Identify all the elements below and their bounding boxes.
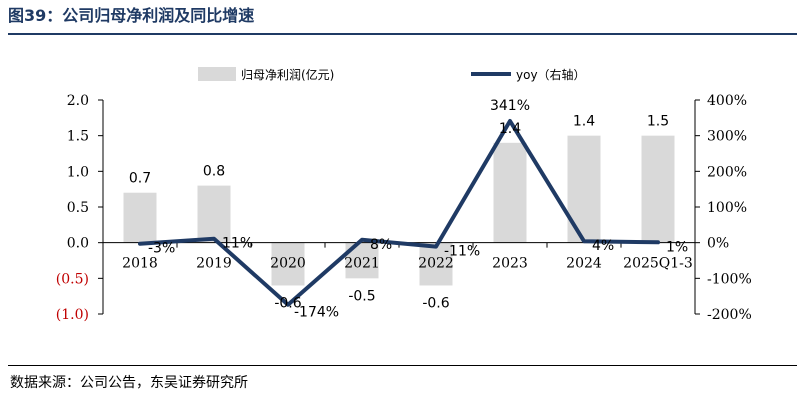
category-label-2023: 2023 (492, 256, 528, 272)
net-profit-chart: 归母净利润(亿元) yoy（右轴） 2.0 1.5 1.0 0.5 0.0 (0.5) (1.0… (56, 67, 752, 323)
bar-data-label-2019: 0.8 (203, 164, 225, 180)
yoy-data-label-2021: 8% (370, 237, 392, 253)
yoy-data-label-2024: 4% (592, 238, 614, 254)
category-label-2021: 2021 (344, 256, 380, 272)
yoy-data-label-2018: -3% (148, 241, 175, 257)
bar-2024 (567, 135, 601, 243)
source-rule (8, 365, 797, 366)
bar-2018 (123, 192, 157, 243)
category-label-2020: 2020 (270, 256, 306, 272)
bar-data-label-2022: -0.6 (422, 295, 449, 311)
right-axis-tick-label: -200% (707, 307, 752, 323)
bar-2020 (271, 242, 305, 286)
legend-bar-label: 归母净利润(亿元) (241, 67, 334, 82)
bar-2022 (419, 242, 453, 286)
figure-title: 图39：公司归母净利润及同比增速 (8, 6, 255, 25)
yoy-line (138, 119, 660, 307)
yoy-data-label-2025Q1-3: 1% (666, 239, 688, 255)
right-axis-tick-label: 400% (707, 93, 747, 109)
category-label-2019: 2019 (196, 256, 232, 272)
legend-bar-swatch (198, 67, 236, 81)
left-axis-tick-label: 1.0 (67, 164, 89, 180)
right-axis-tick-label: -100% (707, 271, 752, 287)
bar-data-label-2025Q1-3: 1.5 (647, 114, 669, 130)
source-note: 数据来源：公司公告，东吴证券研究所 (10, 375, 248, 391)
category-label-2025Q1-3: 2025Q1-3 (623, 256, 693, 272)
left-axis-tick-label: 1.5 (67, 129, 89, 145)
bar-data-label-2020: -0.6 (274, 295, 301, 311)
left-axis-tick-label: (1.0) (56, 307, 89, 323)
bar-2019 (197, 185, 231, 243)
legend-line-label: yoy（右轴） (516, 67, 586, 82)
yoy-data-label-2019: 11% (222, 236, 253, 252)
bar-data-label-2023: 1.4 (499, 121, 521, 137)
left-axis-tick-label: 0.5 (67, 200, 89, 216)
bar-data-label-2018: 0.7 (129, 171, 151, 187)
yoy-data-label-2020: -174% (294, 305, 339, 321)
right-axis-tick-label: 100% (707, 200, 747, 216)
bar-data-label-2021: -0.5 (348, 288, 375, 304)
yoy-data-label-2022: -11% (444, 244, 480, 260)
category-label-2022: 2022 (418, 256, 454, 272)
category-label-2018: 2018 (122, 256, 158, 272)
left-axis-tick-label: (0.5) (56, 271, 89, 287)
bar-data-label-2024: 1.4 (573, 114, 595, 130)
right-axis-tick-label: 0% (707, 236, 729, 252)
left-axis-tick-label: 2.0 (67, 93, 89, 109)
right-axis-tick-label: 200% (707, 164, 747, 180)
left-axis-tick-label: 0.0 (67, 236, 89, 252)
title-rule (8, 33, 797, 35)
bar-2025Q1-3 (641, 135, 675, 243)
bar-2023 (493, 142, 527, 243)
category-label-2024: 2024 (566, 256, 602, 272)
right-axis-tick-label: 300% (707, 129, 747, 145)
yoy-data-label-2023: 341% (490, 98, 530, 114)
